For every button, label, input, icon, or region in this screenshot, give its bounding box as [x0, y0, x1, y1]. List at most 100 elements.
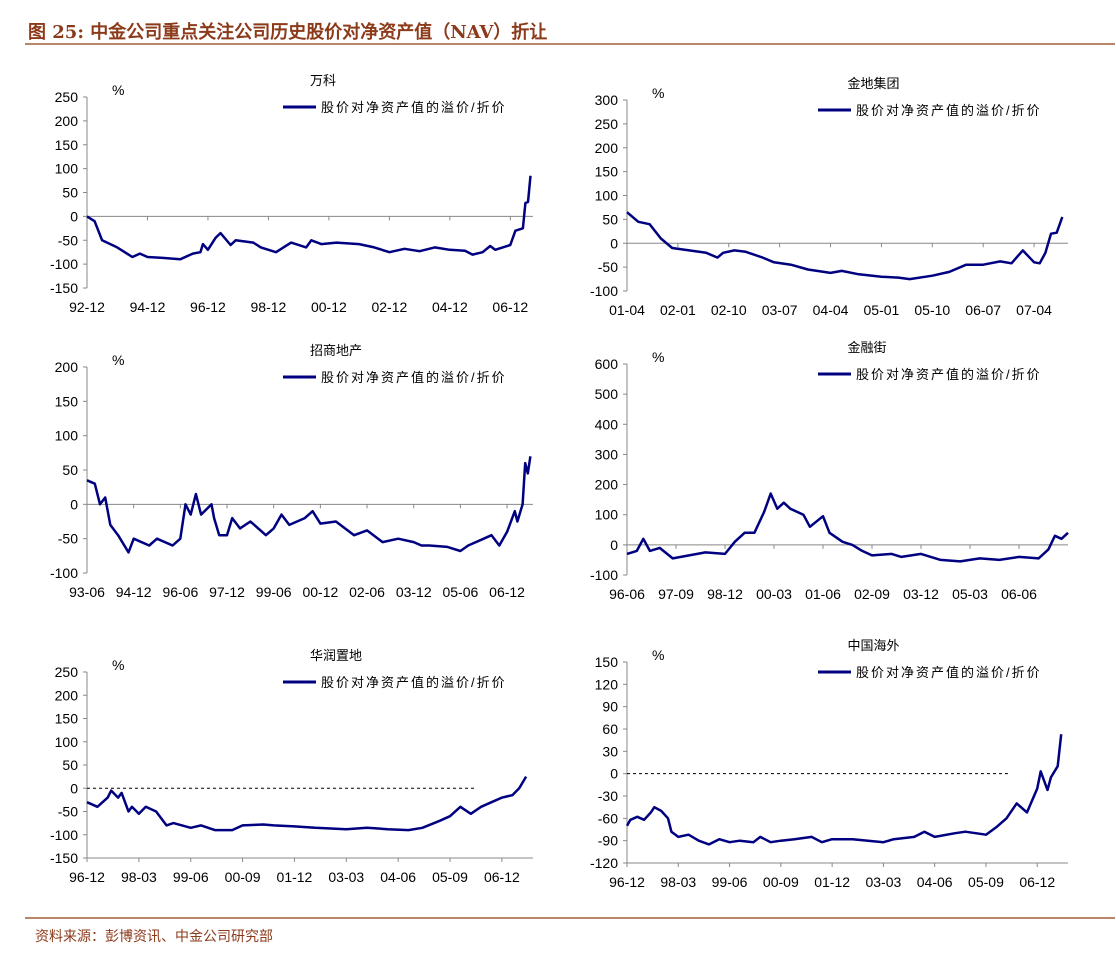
y-tick-label: 150: [595, 164, 619, 180]
series-line: [625, 734, 1063, 846]
y-tick-label: 200: [55, 359, 79, 375]
y-tick-label: 500: [595, 386, 619, 402]
x-tick-label: 05-10: [914, 302, 950, 318]
chart-coli: 150 120 90 60 30 0 -30 -60 -90 -120 96-12 98-03 99-0…: [590, 638, 1068, 890]
y-tick-label: -100: [50, 827, 78, 843]
x-tick-label: 96-06: [162, 584, 198, 600]
y-tick-label: 100: [55, 161, 79, 177]
chart-cr-land: 250 200 150 100 50 0 -50 -100 -150 96-12 98-03 99-0…: [50, 648, 533, 885]
chart-vanke: 250 200 150 100 50 0 -50 -100 -150 92-12 94-12 96-1…: [50, 73, 533, 315]
y-tick-label: 100: [55, 428, 79, 444]
y-tick-label: -50: [58, 531, 78, 547]
series-line: [626, 492, 1069, 563]
x-tick-label: 00-09: [763, 874, 799, 890]
x-tick-label: 97-12: [209, 584, 245, 600]
chart-title: 万科: [310, 73, 336, 88]
figure-title: 图 25: 中金公司重点关注公司历史股价对净资产值（NAV）折让: [28, 22, 548, 43]
y-tick-label: 100: [55, 734, 79, 750]
y-tick-label: 250: [55, 664, 79, 680]
source-rule: [25, 917, 1115, 919]
x-tick-label: 99-06: [173, 869, 209, 885]
y-tick-label: 250: [595, 116, 619, 132]
y-tick-label: -100: [590, 283, 618, 299]
x-tick-label: 02-09: [854, 586, 890, 602]
chart-title: 金地集团: [848, 76, 900, 91]
y-tick-label: 100: [595, 507, 619, 523]
x-tick-label: 00-12: [302, 584, 338, 600]
y-tick-label: -50: [58, 232, 78, 248]
x-tick-label: 01-06: [805, 586, 841, 602]
x-tick-label: 03-03: [328, 869, 364, 885]
series-line: [86, 456, 532, 554]
y-axis-unit: %: [112, 657, 124, 673]
x-tick-label: 06-12: [492, 299, 528, 315]
x-tick-label: 05-09: [968, 874, 1004, 890]
x-tick-label: 99-06: [712, 874, 748, 890]
y-tick-label: -100: [590, 567, 618, 583]
y-tick-label: 90: [602, 699, 618, 715]
x-tick-label: 94-12: [130, 299, 166, 315]
y-tick-label: 0: [70, 208, 78, 224]
y-tick-label: 50: [602, 211, 618, 227]
x-tick-label: 92-12: [69, 299, 105, 315]
y-tick-label: -60: [598, 810, 618, 826]
x-tick-label: 98-03: [660, 874, 696, 890]
legend-label: 股价对净资产值的溢价/折价: [321, 370, 507, 385]
x-tick-label: 05-03: [952, 586, 988, 602]
x-tick-label: 02-12: [371, 299, 407, 315]
source-note: 资料来源：彭博资讯、中金公司研究部: [35, 929, 273, 945]
y-tick-label: 100: [595, 188, 619, 204]
legend-label: 股价对净资产值的溢价/折价: [321, 100, 507, 115]
y-tick-label: 200: [55, 113, 79, 129]
y-axis-unit: %: [652, 349, 664, 365]
x-tick-label: 04-06: [380, 869, 416, 885]
series-line: [626, 211, 1064, 281]
y-tick-label: 400: [595, 416, 619, 432]
chart-financial-street: 600 500 400 300 200 100 0 -100 96-06 97-09 98-12 00…: [590, 340, 1069, 602]
x-tick-label: 06-12: [489, 584, 525, 600]
x-tick-label: 05-01: [864, 302, 900, 318]
x-tick-label: 93-06: [69, 584, 105, 600]
y-tick-label: -50: [598, 259, 618, 275]
chart-title: 华润置地: [310, 648, 362, 663]
x-tick-label: 03-07: [762, 302, 798, 318]
x-tick-label: 01-12: [814, 874, 850, 890]
x-tick-label: 94-12: [116, 584, 152, 600]
series-line: [86, 175, 532, 261]
x-tick-label: 02-10: [711, 302, 747, 318]
x-tick-label: 06-07: [965, 302, 1001, 318]
y-tick-label: 150: [55, 137, 79, 153]
x-tick-label: 01-04: [609, 302, 645, 318]
x-tick-label: 02-06: [349, 584, 385, 600]
y-tick-label: 50: [62, 757, 78, 773]
x-tick-label: 99-06: [256, 584, 292, 600]
y-tick-label: 150: [55, 711, 79, 727]
x-tick-label: 98-03: [121, 869, 157, 885]
x-tick-label: 96-12: [69, 869, 105, 885]
legend-label: 股价对净资产值的溢价/折价: [856, 367, 1042, 382]
x-tick-label: 06-06: [1001, 586, 1037, 602]
y-tick-label: 200: [55, 687, 79, 703]
y-axis-unit: %: [652, 85, 664, 101]
x-tick-label: 00-12: [311, 299, 347, 315]
chart-title: 中国海外: [848, 638, 900, 653]
x-tick-label: 06-12: [1019, 874, 1055, 890]
chart-gemdale: 300 250 200 150 100 50 0 -50 -100 01-04 02-01 02-10…: [590, 76, 1068, 318]
y-tick-label: 0: [610, 537, 618, 553]
x-tick-label: 04-04: [813, 302, 849, 318]
x-tick-label: 06-12: [484, 869, 520, 885]
x-tick-label: 05-09: [432, 869, 468, 885]
x-tick-label: 04-12: [432, 299, 468, 315]
y-tick-label: -50: [58, 804, 78, 820]
y-tick-label: 150: [595, 654, 619, 670]
y-tick-label: -90: [598, 833, 618, 849]
x-tick-label: 00-03: [756, 586, 792, 602]
y-tick-label: 60: [602, 721, 618, 737]
x-tick-label: 07-04: [1016, 302, 1052, 318]
x-tick-label: 03-12: [903, 586, 939, 602]
y-tick-label: -150: [50, 280, 78, 296]
chart-title: 金融街: [848, 340, 887, 355]
y-tick-label: 0: [610, 766, 618, 782]
y-tick-label: -150: [50, 850, 78, 866]
chart-title: 招商地产: [310, 343, 362, 358]
